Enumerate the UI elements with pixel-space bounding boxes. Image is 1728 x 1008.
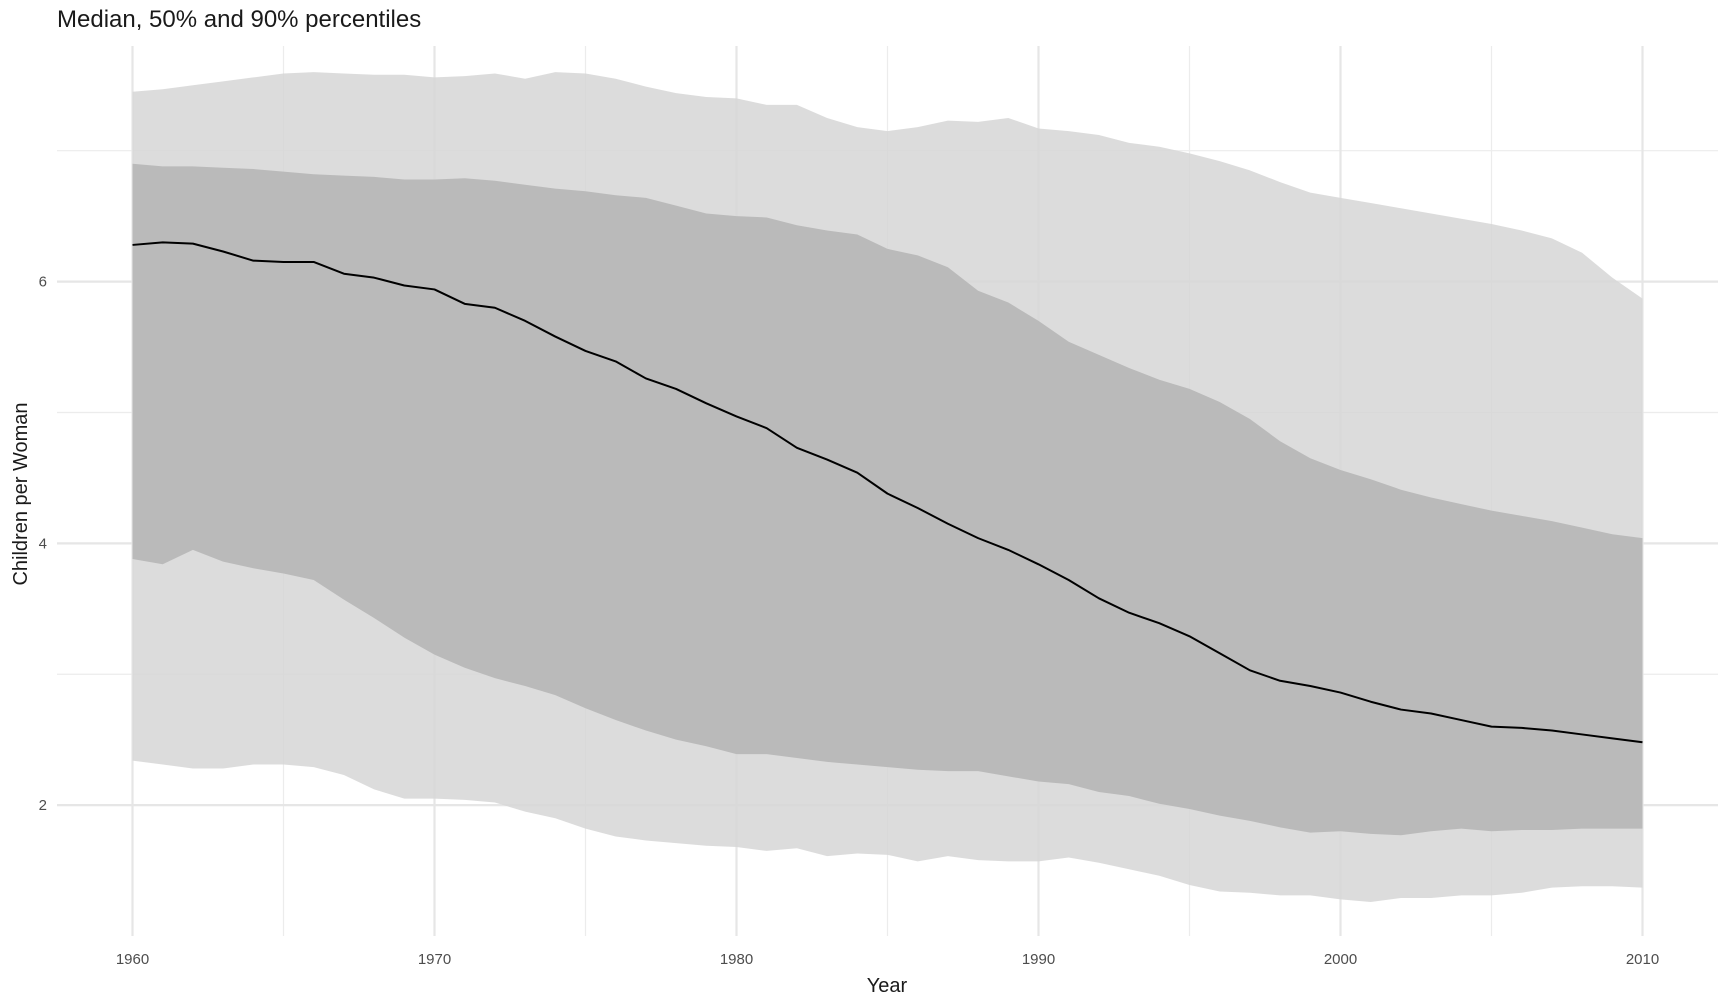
x-axis-tick-labels: 1960 1970 1980 1990 2000 2010: [116, 951, 1659, 968]
median-line-group: [132, 241, 1643, 744]
band-50-band: [132, 163, 1643, 836]
x-axis-title: Year: [867, 975, 908, 997]
percentile-bands: [132, 72, 1643, 902]
y-tick-label-6: 6: [39, 274, 47, 291]
x-tick-label-1960: 1960: [116, 951, 149, 968]
y-tick-label-4: 4: [39, 535, 47, 552]
x-tick-label-1990: 1990: [1022, 951, 1055, 968]
x-tick-label-2010: 2010: [1626, 951, 1659, 968]
chart-title: Median, 50% and 90% percentiles: [57, 6, 422, 33]
y-axis-tick-labels: 2 4 6: [39, 274, 47, 815]
y-axis-title: Children per Woman: [10, 402, 32, 585]
y-tick-label-2: 2: [39, 797, 47, 814]
x-tick-label-1980: 1980: [720, 951, 753, 968]
x-tick-label-1970: 1970: [418, 951, 451, 968]
median-line: [132, 241, 1643, 744]
x-tick-label-2000: 2000: [1324, 951, 1357, 968]
